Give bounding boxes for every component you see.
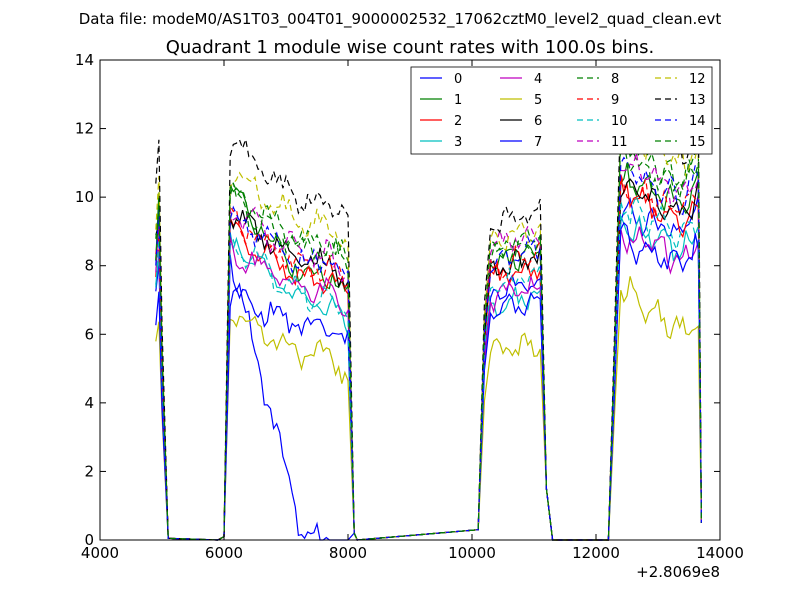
- x-tick-label: 8000: [329, 544, 367, 562]
- legend-label-8: 8: [611, 72, 619, 87]
- series-line-14: [155, 156, 702, 541]
- legend-label-14: 14: [689, 114, 706, 129]
- series-line-9: [155, 174, 702, 541]
- y-tick-label: 6: [84, 325, 94, 343]
- legend-label-5: 5: [534, 93, 542, 108]
- x-tick-label: 6000: [205, 544, 243, 562]
- chart-suptitle: Data file: modeM0/AS1T03_004T01_90000025…: [79, 10, 722, 29]
- y-tick-label: 14: [75, 51, 94, 69]
- series-line-5: [155, 276, 702, 541]
- legend-label-15: 15: [689, 135, 706, 150]
- legend-label-12: 12: [689, 72, 706, 87]
- x-tick-label: 14000: [696, 544, 744, 562]
- legend-label-11: 11: [611, 135, 628, 150]
- legend-label-2: 2: [454, 114, 462, 129]
- legend-label-10: 10: [611, 114, 628, 129]
- series-line-6: [155, 178, 702, 541]
- y-tick-label: 10: [75, 188, 94, 206]
- y-tick-label: 0: [84, 531, 94, 549]
- series-line-15: [155, 134, 702, 541]
- x-axis-offset-label: +2.8069e8: [636, 563, 720, 581]
- y-tick-label: 12: [75, 120, 94, 138]
- x-tick-label: 10000: [448, 544, 496, 562]
- legend-label-7: 7: [534, 135, 542, 150]
- x-tick-label: 4000: [81, 544, 119, 562]
- legend-label-3: 3: [454, 135, 462, 150]
- y-tick-label: 8: [84, 257, 94, 275]
- series-line-7: [155, 221, 702, 541]
- series-line-10: [155, 194, 702, 541]
- legend-label-0: 0: [454, 72, 462, 87]
- legend-label-6: 6: [534, 114, 542, 129]
- series-line-12: [155, 113, 702, 541]
- legend-label-4: 4: [534, 72, 542, 87]
- legend-label-13: 13: [689, 93, 706, 108]
- x-tick-label: 12000: [572, 544, 620, 562]
- y-tick-label: 2: [84, 462, 94, 480]
- y-tick-label: 4: [84, 394, 94, 412]
- series-layer: [155, 101, 702, 541]
- legend-label-9: 9: [611, 93, 619, 108]
- legend-label-1: 1: [454, 93, 462, 108]
- legend-box: [410, 66, 713, 155]
- chart-title: Quadrant 1 module wise count rates with …: [166, 37, 655, 58]
- plot-frame: [99, 59, 721, 541]
